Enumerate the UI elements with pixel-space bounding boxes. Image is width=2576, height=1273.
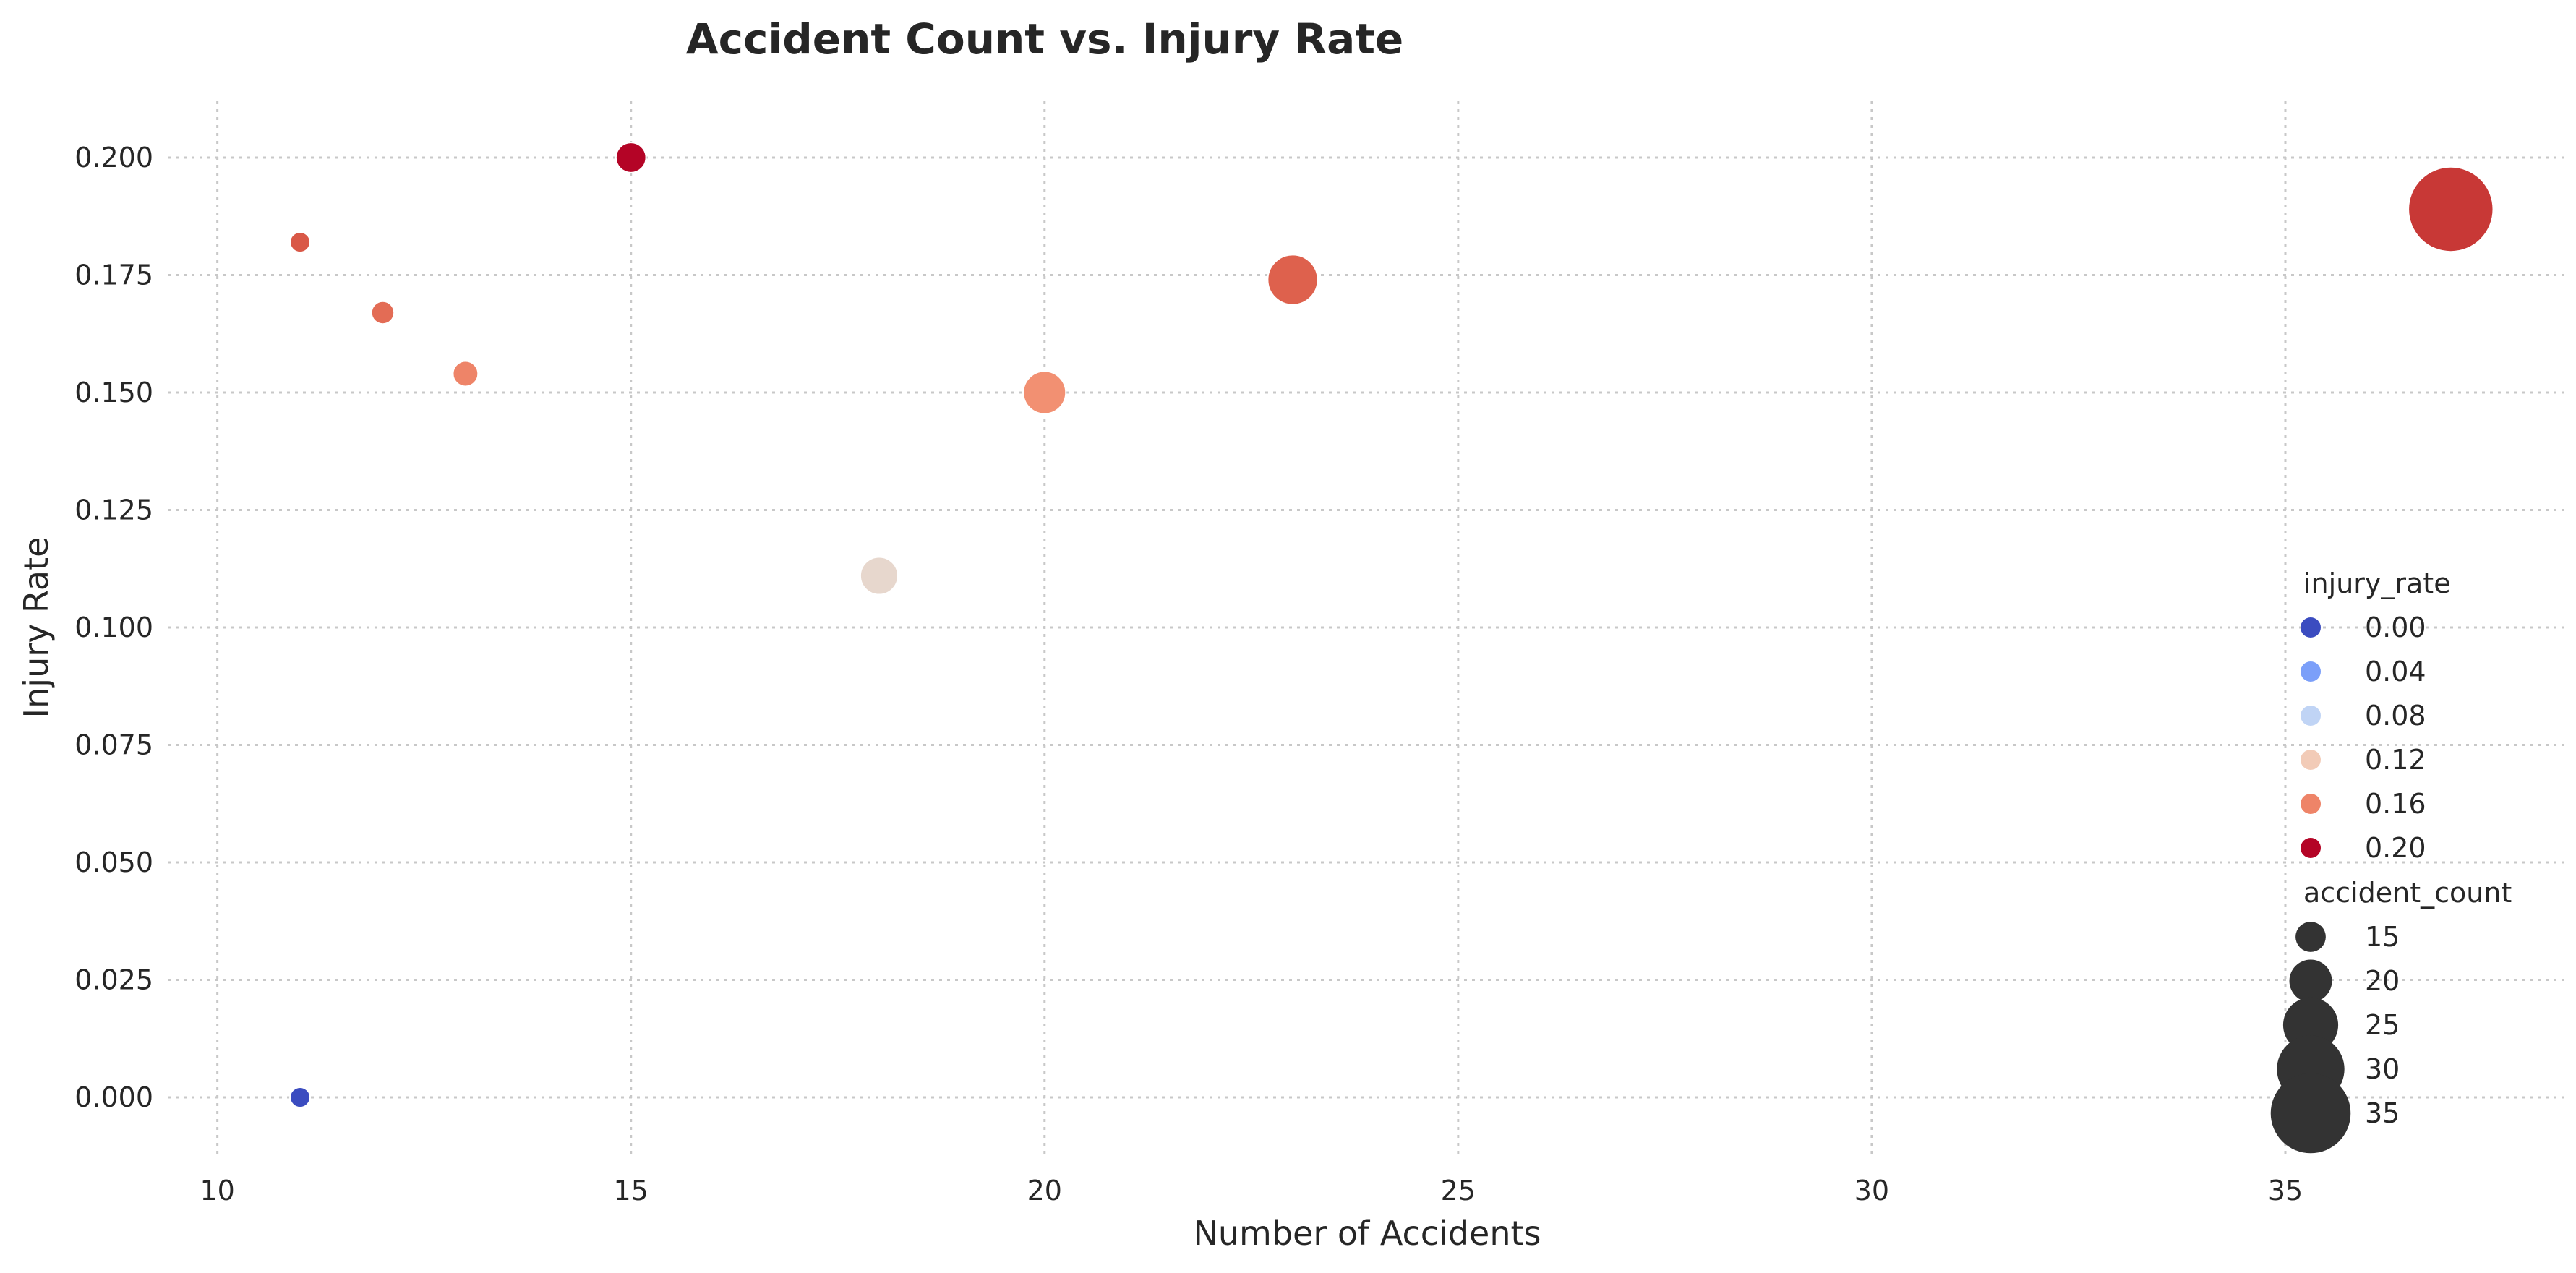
- legend-hue-label: 0.04: [2365, 656, 2426, 687]
- x-tick-label: 10: [200, 1175, 234, 1206]
- y-tick-label: 0.025: [74, 964, 153, 996]
- data-points: [289, 142, 2494, 1108]
- legend-size-label: 25: [2365, 1009, 2400, 1041]
- legend-size-marker: [2289, 959, 2332, 1003]
- y-tick-label: 0.150: [74, 377, 153, 408]
- legend-hue-marker: [2301, 838, 2321, 858]
- x-tick-label: 15: [614, 1175, 649, 1206]
- x-tick-label: 35: [2268, 1175, 2303, 1206]
- legend-hue-label: 0.00: [2365, 612, 2426, 643]
- legend-hue-label: 0.20: [2365, 832, 2426, 864]
- legend-hue-title: injury_rate: [2303, 567, 2451, 599]
- data-point: [452, 360, 479, 387]
- y-tick-label: 0.200: [74, 142, 153, 173]
- data-point: [1267, 254, 1319, 306]
- data-point: [615, 142, 647, 173]
- x-tick-label: 20: [1027, 1175, 1062, 1206]
- legend-hue-marker: [2301, 706, 2321, 726]
- legend-hue-marker: [2301, 750, 2321, 770]
- y-tick-label: 0.175: [74, 260, 153, 291]
- legend-size-marker: [2295, 922, 2326, 952]
- legend-size-label: 30: [2365, 1053, 2400, 1085]
- legend-hue-marker: [2301, 794, 2321, 814]
- legend-size-label: 15: [2365, 921, 2400, 953]
- x-axis-label: Number of Accidents: [1193, 1214, 1541, 1253]
- x-tick-label: 25: [1441, 1175, 1476, 1206]
- data-point: [1022, 370, 1067, 415]
- legend-hue-label: 0.16: [2365, 788, 2426, 820]
- y-axis-label: Injury Rate: [17, 537, 56, 719]
- y-tick-label: 0.075: [74, 729, 153, 761]
- y-tick-label: 0.000: [74, 1081, 153, 1113]
- data-point: [2408, 166, 2494, 253]
- legend: injury_rate 0.00 0.04 0.08 0.12 0.16 0.20 accid…: [2270, 567, 2512, 1154]
- data-point: [289, 231, 312, 253]
- legend-size-label: 35: [2365, 1097, 2400, 1129]
- legend-hue-label: 0.12: [2365, 744, 2426, 776]
- y-tick-label: 0.050: [74, 846, 153, 878]
- legend-hue-marker: [2301, 661, 2321, 682]
- x-tick-label: 30: [1854, 1175, 1889, 1206]
- data-point: [289, 1086, 312, 1108]
- grid-layer: [168, 101, 2567, 1154]
- chart-title: Accident Count vs. Injury Rate: [686, 14, 1404, 64]
- tick-labels: 10 15 20 25 30 35 0.000 0.025 0.050 0.075 0.100 0.1…: [74, 142, 2303, 1206]
- data-point: [370, 300, 395, 325]
- legend-size-marker: [2270, 1073, 2351, 1154]
- data-point: [859, 556, 899, 596]
- legend-hue-marker: [2301, 617, 2321, 638]
- y-tick-label: 0.125: [74, 494, 153, 526]
- legend-size-label: 20: [2365, 965, 2400, 997]
- legend-size-title: accident_count: [2303, 877, 2512, 909]
- legend-hue-label: 0.08: [2365, 700, 2426, 732]
- y-tick-label: 0.100: [74, 612, 153, 643]
